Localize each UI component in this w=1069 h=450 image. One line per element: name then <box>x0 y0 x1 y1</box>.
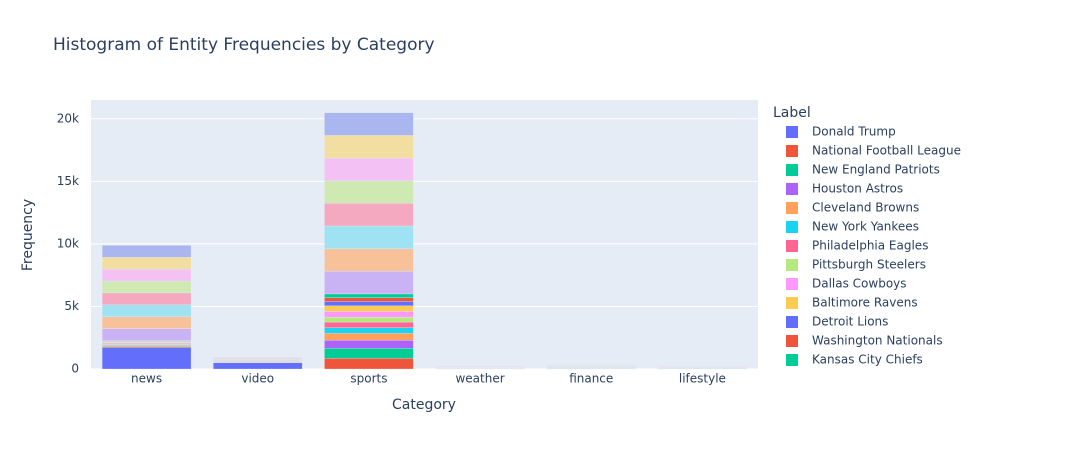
y-tick-label: 10k <box>57 236 79 250</box>
x-tick-label: news <box>131 372 162 386</box>
legend-swatch <box>786 240 798 252</box>
bar-segment <box>324 316 414 323</box>
legend-label: New England Patriots <box>812 163 940 177</box>
legend-swatch <box>786 297 798 309</box>
bar-segment <box>101 280 192 294</box>
x-tick-label: lifestyle <box>679 372 726 386</box>
plot-area <box>91 100 758 369</box>
legend-label: Detroit Lions <box>812 315 888 329</box>
y-axis-title: Frequency <box>20 199 36 271</box>
bar-segment <box>324 112 414 136</box>
bar-segment <box>324 180 414 204</box>
y-tick-label: 0 <box>71 362 79 376</box>
legend-title: Label <box>773 105 811 121</box>
bar-segment <box>101 269 192 282</box>
bar-segment <box>324 157 414 181</box>
y-tick-label: 20k <box>57 111 79 125</box>
bar-segment <box>324 225 414 249</box>
bar-segment <box>324 327 414 334</box>
bar-segment <box>324 358 414 370</box>
x-tick-label: weather <box>455 372 504 386</box>
legend-label: Donald Trump <box>812 125 896 139</box>
bar-segment <box>101 304 192 317</box>
bar-segment <box>324 311 414 318</box>
bar-segment <box>324 248 414 272</box>
bar-segment <box>324 293 414 298</box>
y-tick-label: 15k <box>57 174 79 188</box>
chart-title: Histogram of Entity Frequencies by Categ… <box>53 35 435 55</box>
bar-segment <box>101 257 192 270</box>
legend-label: Cleveland Browns <box>812 201 919 215</box>
bar-segment <box>324 305 414 312</box>
legend-label: Washington Nationals <box>812 334 943 348</box>
x-tick-label: finance <box>569 372 613 386</box>
legend-label: Philadelphia Eagles <box>812 239 928 253</box>
bar-segment <box>324 271 414 295</box>
bar-segment <box>324 203 414 227</box>
legend-label: Pittsburgh Steelers <box>812 258 926 272</box>
bar-segment <box>324 321 414 328</box>
bar-segment <box>324 340 414 349</box>
legend-label: New York Yankees <box>812 220 919 234</box>
legend-label: Kansas City Chiefs <box>812 353 923 367</box>
legend-swatch <box>786 278 798 290</box>
legend-swatch <box>786 335 798 347</box>
legend-swatch <box>786 221 798 233</box>
x-tick-label: sports <box>350 372 387 386</box>
x-tick-label: video <box>241 372 274 386</box>
legend-swatch <box>786 126 798 138</box>
legend-label: Dallas Cowboys <box>812 277 907 291</box>
bar-segment <box>101 346 192 348</box>
legend-swatch <box>786 145 798 157</box>
x-axis-title: Category <box>392 397 456 413</box>
legend-swatch <box>786 354 798 366</box>
legend-label: Baltimore Ravens <box>812 296 918 310</box>
bar-segment <box>101 245 192 258</box>
bar-segment <box>324 348 414 359</box>
legend-swatch <box>786 164 798 176</box>
legend-swatch <box>786 202 798 214</box>
bar-segment <box>101 328 192 341</box>
bar-segment <box>324 333 414 341</box>
bar-segment <box>324 301 414 306</box>
bar-segment <box>101 316 192 329</box>
legend-label: Houston Astros <box>812 182 903 196</box>
y-tick-label: 5k <box>64 299 79 313</box>
legend-swatch <box>786 183 798 195</box>
legend-label: National Football League <box>812 144 961 158</box>
bar-segment <box>101 347 192 370</box>
legend-swatch <box>786 259 798 271</box>
bar-segment <box>213 357 303 359</box>
legend-swatch <box>786 316 798 328</box>
bar-segment <box>324 297 414 302</box>
bar-segment <box>101 292 192 305</box>
bar-segment <box>213 362 303 370</box>
bar-segment <box>324 135 414 159</box>
